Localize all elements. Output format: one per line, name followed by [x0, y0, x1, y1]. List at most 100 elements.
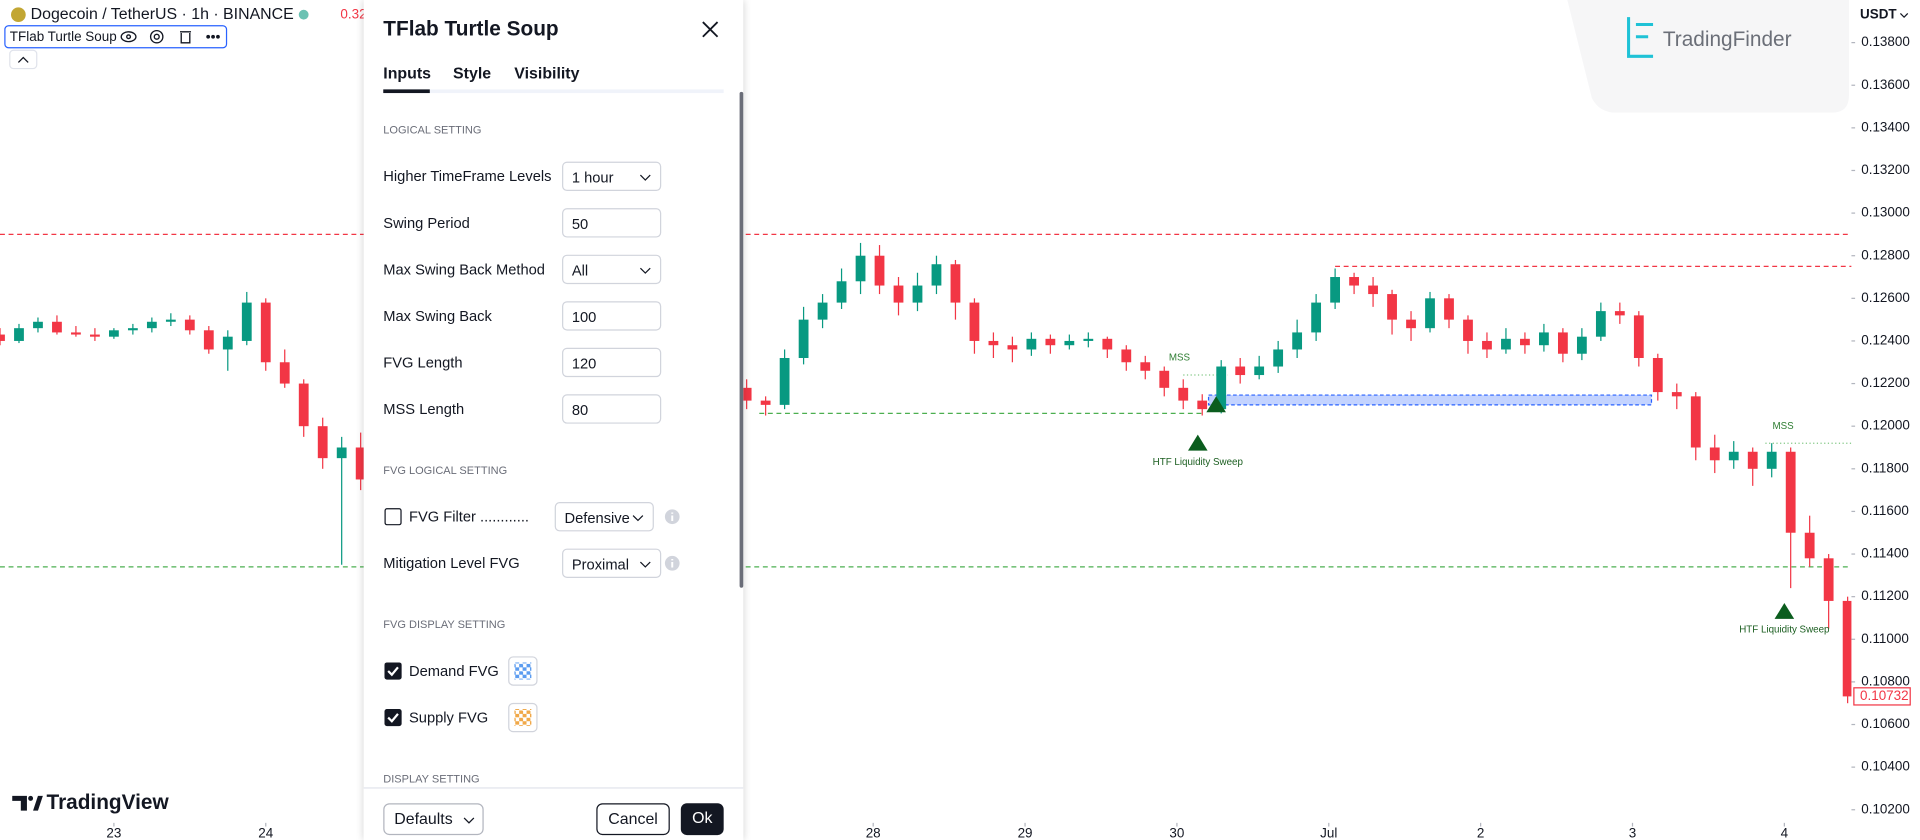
- annotation: MSS: [1169, 353, 1191, 364]
- collapse-icon: [17, 56, 29, 63]
- indicator-name: TFlab Turtle Soup: [10, 29, 117, 44]
- candle-body: [912, 285, 923, 303]
- collapse-button[interactable]: [9, 49, 38, 70]
- tradingfinder-logo: [1627, 17, 1654, 58]
- select-box[interactable]: All: [562, 254, 662, 285]
- tab-underline: [383, 89, 430, 94]
- candle-body: [1766, 451, 1777, 469]
- y-tick-label: 0.11000: [1861, 631, 1909, 646]
- x-tick-label: 29: [1018, 825, 1033, 840]
- fvg-zone: [1207, 394, 1653, 406]
- field-label: Max Swing Back: [383, 307, 492, 325]
- y-tick-label: 0.13200: [1861, 162, 1910, 177]
- candle-body: [336, 447, 347, 459]
- select-caret: [639, 174, 651, 181]
- candle-body: [893, 285, 904, 303]
- candle-body: [1368, 285, 1378, 295]
- candle-body: [1273, 349, 1284, 367]
- color-swatch[interactable]: [508, 656, 538, 686]
- currency-box[interactable]: [1853, 3, 1908, 26]
- defaults-button[interactable]: Defaults: [383, 803, 484, 836]
- cancel-button[interactable]: Cancel: [596, 803, 670, 836]
- field-label: FVG Filter ............: [408, 508, 529, 526]
- info-icon[interactable]: [664, 508, 681, 525]
- y-tick-label: 0.11600: [1861, 503, 1909, 518]
- tradingview-text: TradingView: [47, 791, 170, 814]
- field-value: Defensive: [564, 509, 630, 527]
- candle-body: [779, 357, 790, 405]
- candle-body: [1728, 451, 1739, 461]
- tradingfinder-text: TradingFinder: [1663, 28, 1792, 51]
- indicator-icons[interactable]: [120, 29, 220, 44]
- field-value: 80: [571, 401, 589, 419]
- y-tick-label: 0.13800: [1861, 34, 1910, 49]
- candle-body: [1463, 319, 1473, 341]
- ok-button[interactable]: Ok: [680, 803, 724, 836]
- candle-body: [1216, 366, 1227, 410]
- x-tick-label: 4: [1781, 825, 1789, 840]
- logo-panel: [1567, 0, 1849, 113]
- sweep-triangle: [1774, 603, 1795, 619]
- text-input[interactable]: 120: [562, 347, 662, 378]
- candle-body: [874, 255, 885, 286]
- field-label: Higher TimeFrame Levels: [383, 167, 552, 185]
- x-tick-label: 24: [258, 825, 273, 840]
- field-value: 50: [571, 215, 589, 233]
- candle-body: [241, 302, 252, 341]
- candle-body: [90, 334, 100, 337]
- candle-body: [1539, 332, 1549, 346]
- candle-body: [1330, 277, 1341, 303]
- candle-body: [52, 321, 62, 333]
- candle-body: [1444, 298, 1454, 320]
- chevron: [632, 515, 644, 522]
- info-icon[interactable]: [664, 555, 681, 572]
- y-tick-label: 0.12600: [1861, 290, 1910, 305]
- select-box[interactable]: 1 hour: [562, 161, 662, 192]
- candle-body: [1026, 338, 1037, 350]
- tab[interactable]: Style: [453, 63, 492, 83]
- y-tick-label: 0.10400: [1861, 759, 1910, 774]
- select-box[interactable]: Defensive: [554, 502, 654, 532]
- tab[interactable]: Visibility: [514, 63, 580, 83]
- candle-body: [950, 264, 961, 303]
- symbol-title: Dogecoin / TetherUS · 1h · BINANCE: [31, 6, 294, 23]
- y-tick-label: 0.12200: [1861, 375, 1910, 390]
- checkbox[interactable]: [384, 662, 402, 680]
- candle-body: [1102, 338, 1113, 350]
- candle-body: [33, 321, 43, 329]
- checkbox[interactable]: [384, 708, 402, 727]
- candle-body: [1007, 345, 1018, 350]
- y-tick-label: 0.12000: [1861, 418, 1910, 433]
- tab[interactable]: Inputs: [383, 63, 432, 83]
- candle-body: [1595, 311, 1606, 337]
- annotation: MSS: [1772, 421, 1794, 432]
- candle-body: [108, 330, 119, 337]
- select-caret: [639, 561, 651, 568]
- section-heading: LOGICAL SETTING: [383, 123, 482, 136]
- info-glyph: [664, 555, 680, 571]
- color-swatch[interactable]: [508, 702, 538, 733]
- info-glyph: [664, 509, 680, 525]
- tab-rule: [383, 89, 724, 94]
- text-input[interactable]: 100: [562, 301, 662, 331]
- candle-body: [1064, 340, 1075, 346]
- candle-body: [988, 340, 999, 346]
- text-input[interactable]: 80: [562, 394, 662, 424]
- coin-icon: [11, 7, 26, 23]
- candle-body: [1747, 451, 1758, 469]
- text-input[interactable]: 50: [562, 208, 662, 238]
- indicator-chip[interactable]: [4, 25, 228, 49]
- select-box[interactable]: Proximal: [562, 548, 662, 578]
- candle-body: [1576, 336, 1587, 354]
- candle-body: [798, 319, 809, 358]
- checkbox[interactable]: [384, 508, 402, 526]
- y-tick-label: 0.11400: [1861, 546, 1909, 561]
- candle-body: [855, 255, 866, 282]
- field-label: Max Swing Back Method: [383, 260, 545, 278]
- candle-body: [1311, 302, 1322, 333]
- candle-body: [1501, 338, 1511, 350]
- tradingview-logo: [12, 795, 43, 811]
- check-icon: [387, 713, 399, 723]
- close-button[interactable]: [702, 21, 719, 44]
